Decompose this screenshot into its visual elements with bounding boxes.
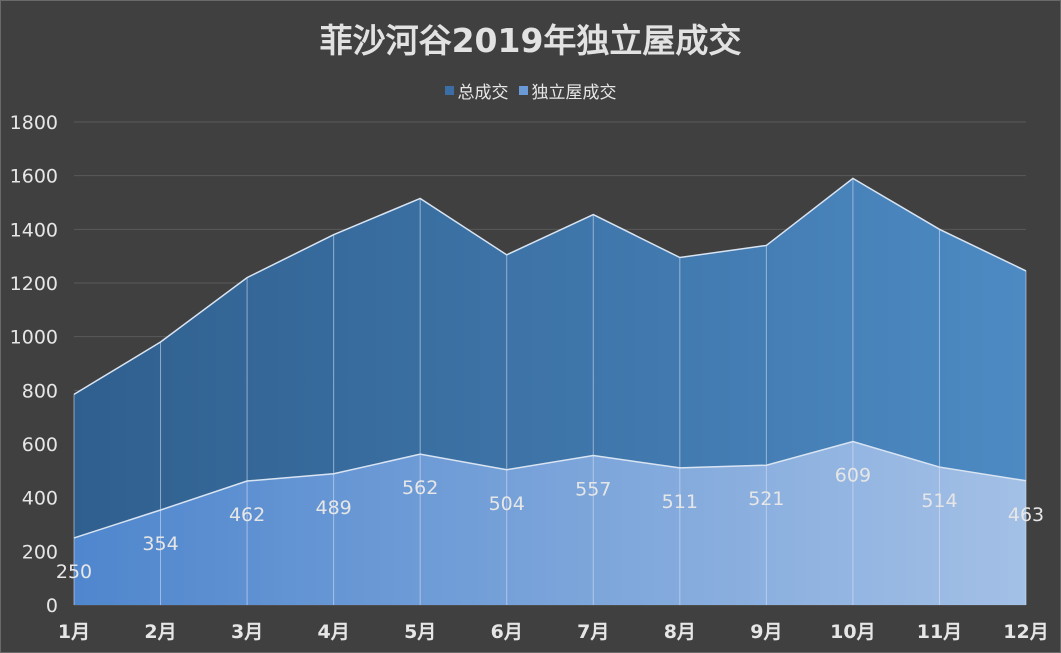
x-tick-label-1: 1月 [58, 621, 90, 643]
y-tick-label-800: 800 [22, 380, 58, 402]
area-series [73, 177, 1027, 605]
data-labels: 250 354 462 489 562 504 557 511 521 609 514 463 [56, 465, 1044, 583]
area-detached [74, 441, 1026, 605]
legend: 总成交 独立屋成交 [0, 78, 1061, 103]
x-tick-label-3: 3月 [231, 621, 263, 643]
x-tick-label-11: 11月 [917, 621, 962, 643]
data-label-11: 514 [921, 490, 957, 512]
y-tick-label-0: 0 [46, 595, 58, 617]
data-label-8: 511 [662, 491, 698, 513]
y-tick-label-1400: 1400 [10, 219, 58, 241]
data-label-10: 609 [835, 465, 871, 487]
data-label-5: 562 [402, 477, 438, 499]
y-axis-ticks: 0 200 400 600 800 1000 1200 1400 1600 1800 [10, 112, 58, 617]
legend-label-total: 总成交 [457, 83, 509, 103]
x-tick-label-7: 7月 [577, 621, 609, 643]
data-label-12: 463 [1008, 504, 1044, 526]
chart-title: 菲沙河谷2019年独立屋成交 [319, 21, 742, 60]
legend-swatch-detached [518, 86, 528, 95]
x-tick-label-9: 9月 [750, 621, 782, 643]
x-tick-label-12: 12月 [1003, 621, 1048, 643]
y-tick-label-1600: 1600 [10, 166, 58, 188]
x-tick-label-8: 8月 [664, 621, 696, 643]
x-axis-ticks: 1月 2月 3月 4月 5月 6月 7月 8月 9月 10月 11月 12月 [58, 621, 1049, 643]
x-tick-label-4: 4月 [318, 621, 350, 643]
y-tick-label-400: 400 [22, 488, 58, 510]
x-tick-label-6: 6月 [491, 621, 523, 643]
data-label-6: 504 [489, 493, 525, 515]
data-label-4: 489 [316, 497, 352, 519]
y-tick-label-600: 600 [22, 434, 58, 456]
line-total [73, 177, 1027, 396]
x-tick-label-10: 10月 [830, 621, 875, 643]
legend-item-total[interactable]: 总成交 [444, 78, 509, 103]
y-tick-label-1000: 1000 [10, 327, 58, 349]
x-tick-label-2: 2月 [144, 621, 176, 643]
x-tick-label-5: 5月 [404, 621, 436, 643]
data-label-1: 250 [56, 561, 92, 583]
y-tick-label-1800: 1800 [10, 112, 58, 134]
data-label-9: 521 [748, 488, 784, 510]
legend-item-detached[interactable]: 独立屋成交 [518, 78, 617, 103]
line-detached [73, 440, 1027, 539]
data-label-7: 557 [575, 479, 611, 501]
y-tick-label-200: 200 [22, 541, 58, 563]
y-tick-label-1200: 1200 [10, 273, 58, 295]
data-label-2: 354 [142, 533, 178, 555]
data-label-3: 462 [229, 504, 265, 526]
legend-swatch-total [444, 86, 454, 95]
category-divider-lines [73, 178, 1027, 605]
legend-label-detached: 独立屋成交 [531, 83, 617, 103]
